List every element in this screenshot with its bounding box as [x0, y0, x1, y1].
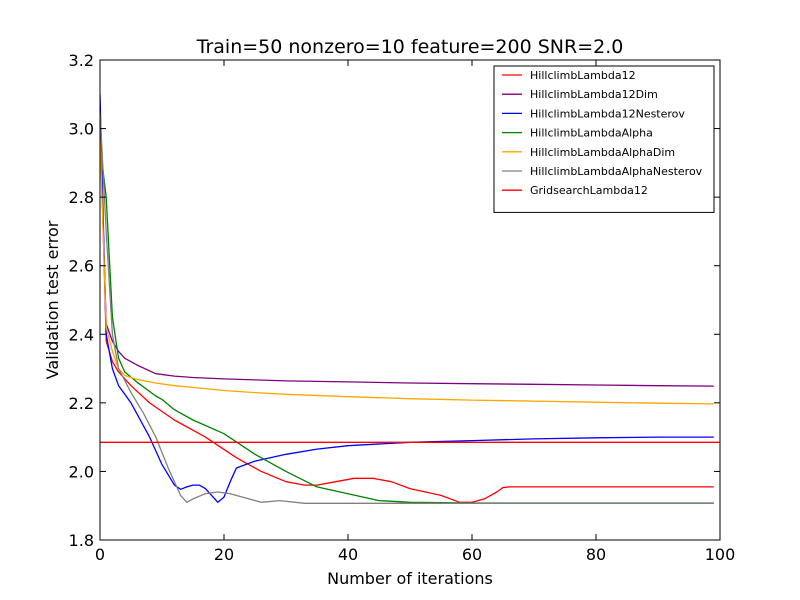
x-axis-label: Number of iterations	[327, 569, 493, 588]
legend-label: HillclimbLambda12Nesterov	[530, 107, 685, 120]
y-axis-label: Validation test error	[43, 220, 62, 379]
series-line-2	[100, 94, 714, 503]
axes-frame	[99, 59, 721, 541]
y-tick-label: 2.4	[69, 325, 94, 344]
legend-label: HillclimbLambda12	[530, 69, 636, 82]
x-tick-label: 100	[705, 545, 736, 564]
series-line-0	[100, 111, 714, 503]
legend-label: GridsearchLambda12	[530, 184, 648, 197]
y-tick-label: 3.0	[69, 120, 94, 139]
chart-title: Train=50 nonzero=10 feature=200 SNR=2.0	[196, 36, 624, 58]
y-tick-label: 1.8	[69, 531, 94, 550]
x-tick-label: 60	[462, 545, 482, 564]
x-tick-label: 20	[214, 545, 234, 564]
legend-label: HillclimbLambdaAlphaDim	[530, 146, 675, 159]
y-tick-label: 2.6	[69, 257, 94, 276]
legend: HillclimbLambda12 HillclimbLambda12Dim Hil…	[493, 65, 715, 213]
series-line-1	[100, 128, 714, 387]
legend-label: HillclimbLambdaAlphaNesterov	[530, 165, 703, 178]
legend-label: HillclimbLambda12Dim	[530, 88, 658, 101]
x-tick-label: 40	[338, 545, 358, 564]
y-tick-label: 2.0	[69, 462, 94, 481]
y-tick-label: 2.8	[69, 188, 94, 207]
y-tick-label: 3.2	[69, 51, 94, 70]
legend-label: HillclimbLambdaAlpha	[530, 127, 653, 140]
series-line-5	[100, 111, 714, 504]
legend-box	[493, 65, 715, 213]
y-tick-label: 2.2	[69, 394, 94, 413]
series-group	[100, 94, 720, 504]
x-tick-label: 80	[586, 545, 606, 564]
x-tick-label: 0	[95, 545, 105, 564]
plot-area: 0 20 40 60 80 100 1.8 2.0 2.2 2.4 2.6 2.8 3.0 3.2	[69, 51, 736, 564]
